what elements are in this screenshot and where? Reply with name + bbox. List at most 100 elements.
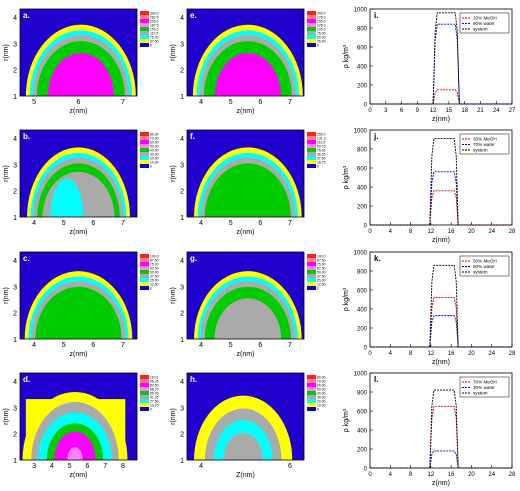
series-line [370, 264, 512, 348]
y-tick-label: 800 [357, 270, 368, 276]
legend-swatch [140, 160, 149, 164]
x-tick-label: 15 [446, 108, 453, 114]
y-tick-label: 1000 [354, 372, 368, 378]
series-line [370, 12, 512, 105]
y-tick-label: 1000 [354, 8, 368, 14]
x-tick-label: 5 [62, 220, 66, 227]
legend-swatch [307, 407, 316, 411]
legend-label: 90% water [473, 21, 495, 26]
x-tick-label: 16 [448, 351, 455, 357]
legend-box [459, 255, 510, 277]
legend-label: 60.00 [317, 383, 326, 387]
contour-levels [194, 271, 302, 339]
line-chart-l: 0 200 400 600 800 1000 0 4 8 12 16 20 24 28 z(nm) ρ kg/… [343, 372, 516, 488]
plot-frame [186, 8, 305, 97]
y-axis-label: r(nm) [3, 287, 10, 304]
y-tick-label: 200 [357, 327, 368, 333]
y-axis-label: ρ kg/m³ [343, 408, 350, 432]
legend-swatch [140, 282, 149, 286]
y-tick-label: 4 [13, 15, 17, 22]
x-tick-label: 6 [288, 463, 292, 470]
x-tick-label: 4 [32, 220, 36, 227]
legend-box [459, 376, 510, 398]
y-axis-label: r(nm) [170, 165, 177, 182]
x-tick-label: 8 [409, 472, 413, 478]
y-tick-label: 600 [357, 289, 368, 295]
contour-levels [22, 391, 128, 460]
x-tick-label: 4 [32, 342, 36, 349]
legend-swatch [307, 387, 316, 391]
x-tick-label: 7 [288, 99, 292, 106]
y-axis-label: r(nm) [170, 408, 177, 425]
legend-label: 87.50 [150, 258, 159, 262]
x-tick-label: 3 [32, 463, 36, 470]
x-tick-label: 6 [258, 342, 262, 349]
x-tick-label: 28 [509, 229, 516, 235]
legend-swatch [140, 278, 149, 282]
x-tick-label: 4 [50, 463, 54, 470]
legend-swatch [307, 27, 316, 31]
legend-swatch [307, 156, 316, 160]
legend-label: 62.50 [150, 266, 159, 270]
contour-core-pink [67, 446, 83, 460]
x-tick-label: 7 [121, 342, 125, 349]
line-chart-k: 0 200 400 600 800 1000 0 4 8 12 16 20 24 28 z(nm) ρ kg/… [343, 251, 516, 367]
legend-label: 100.0 [150, 254, 159, 258]
y-tick-label: 0 [364, 467, 368, 473]
legend-swatch [307, 286, 316, 290]
x-tick-label: 24 [488, 472, 495, 478]
legend-swatch [140, 132, 149, 136]
y-tick-label: 2 [13, 432, 17, 439]
series-line [370, 405, 512, 469]
series-line [370, 389, 512, 469]
x-tick-label: 12 [428, 472, 435, 478]
legend-label: 50.00 [150, 270, 159, 274]
y-tick-label: 1 [13, 94, 17, 101]
legend-swatch [140, 387, 149, 391]
x-tick-label: 27 [509, 108, 516, 114]
legend-swatch [307, 11, 316, 15]
legend-label: 110.0 [150, 375, 158, 379]
y-tick-label: 2 [180, 68, 184, 75]
legend-swatch [140, 152, 149, 156]
x-tick-label: 0 [368, 229, 372, 235]
x-tick-label: 7 [121, 99, 125, 106]
legend-label: system [473, 270, 488, 275]
legend-swatch [307, 391, 316, 395]
y-tick-label: 400 [357, 308, 368, 314]
legend-label: 20.00 [150, 156, 159, 160]
panel-label: c. [23, 254, 30, 263]
panel-label: f. [190, 132, 195, 141]
contour-core-cyan [50, 178, 84, 217]
legend-label: 262.5 [150, 15, 159, 19]
contour-core-magenta [47, 53, 114, 96]
legend-label: 37.50 [150, 39, 159, 43]
y-tick-label: 800 [357, 391, 368, 397]
legend-swatch [307, 383, 316, 387]
legend-swatch [307, 399, 316, 403]
legend-swatch [140, 39, 149, 43]
legend-label: 37.50 [317, 156, 326, 160]
contour-panel-g: g. 1 2 3 4 4 5 6 7 z(nm) r(nm) 100.087.5075.0062.50… [170, 251, 326, 358]
legend-label: 40.00 [150, 148, 159, 152]
y-tick-label: 1 [13, 215, 17, 222]
legend-label: 150.0 [317, 132, 326, 136]
y-tick-label: 4 [180, 258, 184, 265]
legend-swatch [140, 136, 149, 140]
x-tick-label: 28 [509, 351, 516, 357]
legend-swatch [140, 31, 149, 35]
legend-swatch [307, 258, 316, 262]
legend-swatch [140, 407, 149, 411]
legend-label: 55.00 [150, 391, 159, 395]
legend-swatch [307, 379, 316, 383]
legend-swatch [140, 258, 149, 262]
legend-label: system [473, 391, 488, 396]
panel-label: d. [23, 375, 30, 384]
y-tick-label: 800 [357, 27, 368, 33]
y-tick-label: 2 [180, 311, 184, 318]
plot-frame [186, 129, 305, 218]
legend-label: 187.5 [150, 23, 159, 27]
legend-swatch [140, 375, 149, 379]
legend-label: 10.00 [150, 160, 159, 164]
legend-label: 37.50 [150, 274, 159, 278]
